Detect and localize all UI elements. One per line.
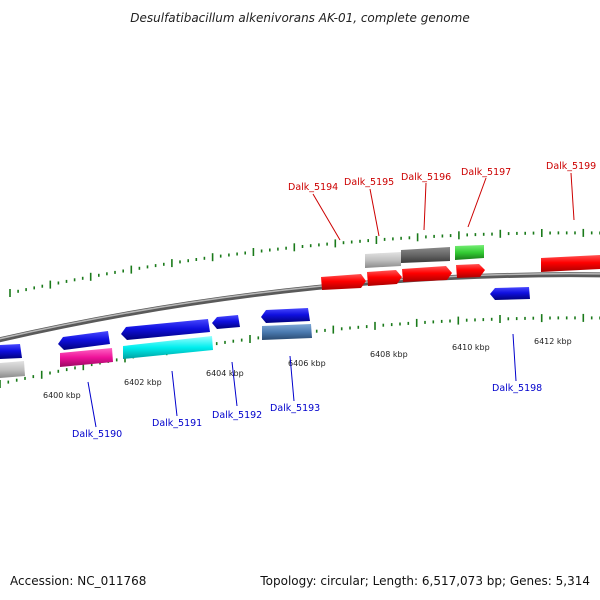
gene-box-5190-magenta[interactable] xyxy=(60,348,113,367)
gene-box-5195-lightgrey[interactable] xyxy=(365,252,401,268)
gene-arrow-5197-red[interactable] xyxy=(456,264,485,278)
gene-arrow-5195-red[interactable] xyxy=(367,270,402,286)
lower-tick-track xyxy=(0,313,600,388)
kbp-label-6412: 6412 kbp xyxy=(534,337,572,346)
gene-box-5197-green[interactable] xyxy=(455,245,484,260)
gene-arrow-5194-red[interactable] xyxy=(321,274,366,290)
leader-5198 xyxy=(512,333,517,382)
gene-labels: Dalk_5190 Dalk_5191 Dalk_5192 Dalk_5193 … xyxy=(72,161,596,440)
label-leaders xyxy=(87,172,575,428)
kbp-scale: 6400 kbp 6402 kbp 6404 kbp 6406 kbp 6408… xyxy=(43,337,572,400)
genome-title: Desulfatibacillum alkenivorans AK-01, co… xyxy=(130,11,469,25)
genome-summary-text: Topology: circular; Length: 6,517,073 bp… xyxy=(259,574,590,588)
leader-5196 xyxy=(423,182,427,231)
gene-box-5193-steel[interactable] xyxy=(262,324,312,340)
gene-label-5192[interactable]: Dalk_5192 xyxy=(212,410,262,421)
genome-backbone-highlight xyxy=(0,272,600,340)
gene-box-5191-cyan[interactable] xyxy=(123,336,213,359)
upper-tick-track xyxy=(9,228,600,297)
leader-5195 xyxy=(369,188,380,237)
kbp-label-6410: 6410 kbp xyxy=(452,343,490,352)
upper-category-track xyxy=(365,245,484,268)
gene-arrow-5196-red[interactable] xyxy=(402,266,452,282)
leader-5199 xyxy=(570,172,575,221)
gene-arrow-5198-blue[interactable] xyxy=(490,287,530,300)
gene-label-5198[interactable]: Dalk_5198 xyxy=(492,383,542,394)
leader-5197 xyxy=(467,177,487,228)
gene-box-left-grey[interactable] xyxy=(0,361,25,378)
gene-label-5190[interactable]: Dalk_5190 xyxy=(72,429,122,440)
gene-label-5195[interactable]: Dalk_5195 xyxy=(344,177,394,188)
gene-arrow-5191-blue[interactable] xyxy=(121,319,210,340)
leader-5192 xyxy=(231,361,238,407)
genome-backbone xyxy=(0,272,600,343)
kbp-label-6402: 6402 kbp xyxy=(124,378,162,387)
gene-label-5197[interactable]: Dalk_5197 xyxy=(461,167,511,178)
gene-arrow-5192-blue[interactable] xyxy=(212,315,240,329)
kbp-label-6408: 6408 kbp xyxy=(370,350,408,359)
leader-5190 xyxy=(87,381,97,428)
kbp-label-6406: 6406 kbp xyxy=(288,359,326,368)
gene-arrow-5193-blue[interactable] xyxy=(261,308,310,323)
gene-arrow-left-edge[interactable] xyxy=(0,344,22,359)
upper-gene-track xyxy=(321,255,600,290)
gene-box-5196-darkgrey[interactable] xyxy=(401,247,450,263)
lower-category-track xyxy=(0,324,312,378)
gene-label-5194[interactable]: Dalk_5194 xyxy=(288,182,338,193)
gene-label-5196[interactable]: Dalk_5196 xyxy=(401,172,451,183)
accession-text: Accession: NC_011768 xyxy=(10,574,146,588)
leader-5191 xyxy=(171,370,178,417)
gene-label-5193[interactable]: Dalk_5193 xyxy=(270,403,320,414)
gene-arrow-5199-red[interactable] xyxy=(541,255,600,272)
kbp-label-6404: 6404 kbp xyxy=(206,369,244,378)
gene-label-5191[interactable]: Dalk_5191 xyxy=(152,418,202,429)
gene-label-5199[interactable]: Dalk_5199 xyxy=(546,161,596,172)
leader-5194 xyxy=(312,193,341,241)
gene-arrow-5190-blue[interactable] xyxy=(58,331,110,350)
kbp-label-6400: 6400 kbp xyxy=(43,391,81,400)
lower-gene-track xyxy=(0,287,530,359)
leader-5193 xyxy=(289,355,295,402)
